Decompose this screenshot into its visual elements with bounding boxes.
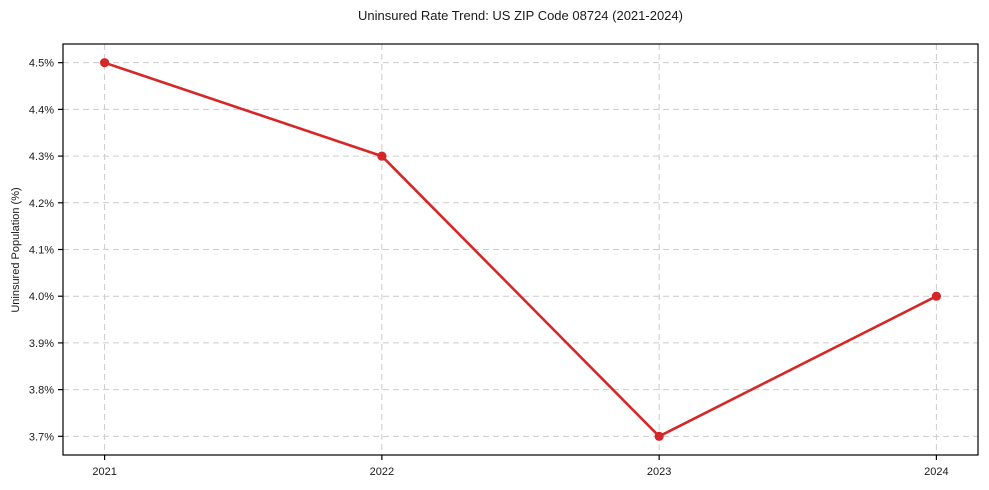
x-tick-label: 2021: [92, 466, 116, 478]
y-tick-label: 4.1%: [29, 245, 54, 257]
y-tick-label: 3.7%: [29, 431, 54, 443]
y-tick-label: 4.2%: [29, 198, 54, 210]
y-tick-label: 4.3%: [29, 151, 54, 163]
chart-title: Uninsured Rate Trend: US ZIP Code 08724 …: [358, 8, 683, 23]
data-point-2024: [931, 291, 942, 301]
y-tick-label: 4.0%: [29, 291, 54, 303]
x-tick-label: 2024: [924, 466, 948, 478]
data-point-2023: [654, 431, 664, 441]
y-tick-label: 3.9%: [29, 338, 54, 350]
y-tick-label: 4.4%: [29, 104, 54, 116]
plot-border: [62, 43, 979, 456]
y-tick-label: 3.8%: [29, 385, 54, 397]
x-tick-label: 2022: [370, 466, 394, 478]
data-point-2021: [99, 58, 110, 68]
y-tick-label: 4.5%: [29, 58, 54, 70]
data-point-2022: [377, 151, 387, 161]
x-tick-label: 2023: [647, 466, 671, 478]
trend-line: [103, 61, 938, 438]
